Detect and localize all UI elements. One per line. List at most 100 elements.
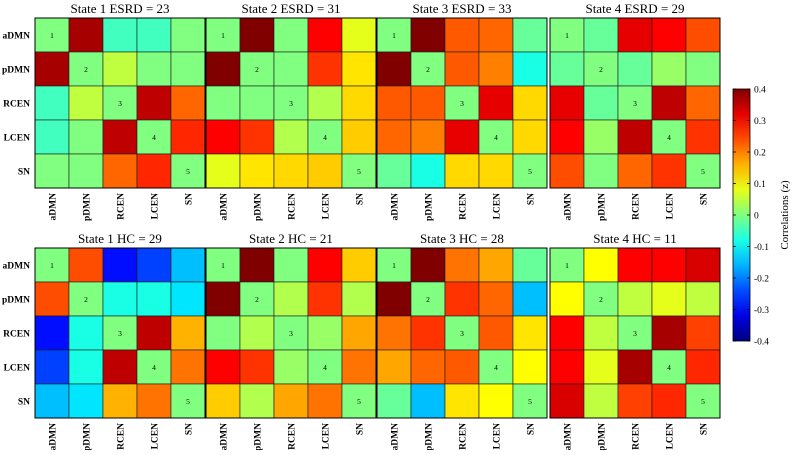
heatmap-cell [685,17,721,53]
diagonal-label: 5 [528,167,532,176]
heatmap-cell [273,315,309,351]
column-label: LCEN [493,193,503,220]
heatmap-cell [444,281,480,317]
colorbar-tick-label: 0.2 [754,149,766,159]
heatmap-cell [307,247,343,283]
row-label: LCEN [4,364,31,374]
heatmap-cell [170,51,206,87]
heatmap-cell [136,153,172,189]
heatmap-cell [478,17,514,53]
heatmap-cell [239,51,275,87]
column-label: pDMN [598,423,608,450]
heatmap-cell [410,349,446,385]
heatmap-cell [34,119,70,155]
diagonal-label: 4 [667,363,671,372]
heatmap-cell [136,383,172,419]
heatmap-cell [444,315,480,351]
diagonal-label: 1 [392,261,396,270]
heatmap-cell [239,85,275,121]
panel-title: State 3 HC = 28 [420,231,504,246]
heatmap-cell [583,281,619,317]
heatmap-cell [170,247,206,283]
column-label: aDMN [564,423,574,450]
column-label: RCEN [288,193,298,220]
heatmap-cell [102,85,138,121]
heatmap-cell [102,315,138,351]
column-label: RCEN [117,193,127,220]
heatmap-cell [68,349,104,385]
heatmap-cell [102,119,138,155]
heatmap-cell [273,17,309,53]
heatmap-cell [205,315,241,351]
heatmap-cell [273,85,309,121]
heatmap-cell [68,51,104,87]
heatmap-cell [617,119,653,155]
heatmap-cell [376,349,412,385]
heatmap-cell [549,51,585,87]
diagonal-label: 4 [494,363,498,372]
column-label: SN [185,423,195,435]
heatmap-cell [68,17,104,53]
column-label: pDMN [425,193,435,221]
heatmap-cell [170,349,206,385]
panel-frame [549,247,721,419]
heatmap-cell [512,383,548,419]
diagonal-label: 2 [426,65,430,74]
heatmap-cell [617,349,653,385]
diagonal-label: 2 [255,65,259,74]
diagonal-label: 1 [50,261,54,270]
heatmap-cell [239,349,275,385]
heatmap-cell [478,119,514,155]
column-label: SN [700,423,710,435]
column-label: SN [185,193,195,205]
heatmap-cell [478,315,514,351]
column-label: aDMN [49,193,59,221]
column-label: LCEN [322,193,332,220]
heatmap-cell [239,383,275,419]
heatmap-cell [478,247,514,283]
heatmap-cell [617,85,653,121]
heatmap-cell [410,51,446,87]
heatmap-cell [583,17,619,53]
panel-title: State 2 HC = 21 [249,231,333,246]
diagonal-label: 1 [565,31,569,40]
heatmap-cell [617,247,653,283]
diagonal-label: 5 [701,167,705,176]
panel-title: State 1 HC = 29 [78,231,162,246]
heatmap-cell [34,85,70,121]
heatmap-cell [136,315,172,351]
panel-frame [376,247,548,419]
heatmap-cell [617,51,653,87]
column-label: SN [356,193,366,205]
column-label: aDMN [220,193,230,221]
heatmap-panel: State 1 ESRD = 23 1 2 3 4 5 aDMN pDMN RCEN LCEN SN… [2,1,206,221]
diagonal-label: 3 [460,329,464,338]
heatmap-cell [170,383,206,419]
heatmap-cell [341,315,377,351]
heatmap-cell [170,85,206,121]
heatmap-cell [549,153,585,189]
heatmap-cell [273,119,309,155]
heatmap-cell [68,247,104,283]
heatmap-cell [273,51,309,87]
panel-title: State 1 ESRD = 23 [70,1,169,16]
heatmap-cell [512,349,548,385]
heatmap-cell [136,281,172,317]
heatmap-cell [205,85,241,121]
heatmap-cell [444,119,480,155]
heatmap-cell [512,315,548,351]
heatmap-cell [376,51,412,87]
column-label: LCEN [151,423,161,450]
diagonal-label: 5 [528,397,532,406]
heatmap-cell [341,349,377,385]
diagonal-label: 2 [599,295,603,304]
heatmap-cell [205,349,241,385]
heatmap-cell [341,51,377,87]
heatmap-panel: State 4 HC = 11 1 2 3 4 5 aDMN pDMN RCEN LCEN SN [549,231,721,451]
column-label: LCEN [666,193,676,220]
diagonal-label: 3 [289,99,293,108]
row-label: RCEN [3,330,30,340]
heatmap-cell [478,51,514,87]
heatmap-cell [444,17,480,53]
